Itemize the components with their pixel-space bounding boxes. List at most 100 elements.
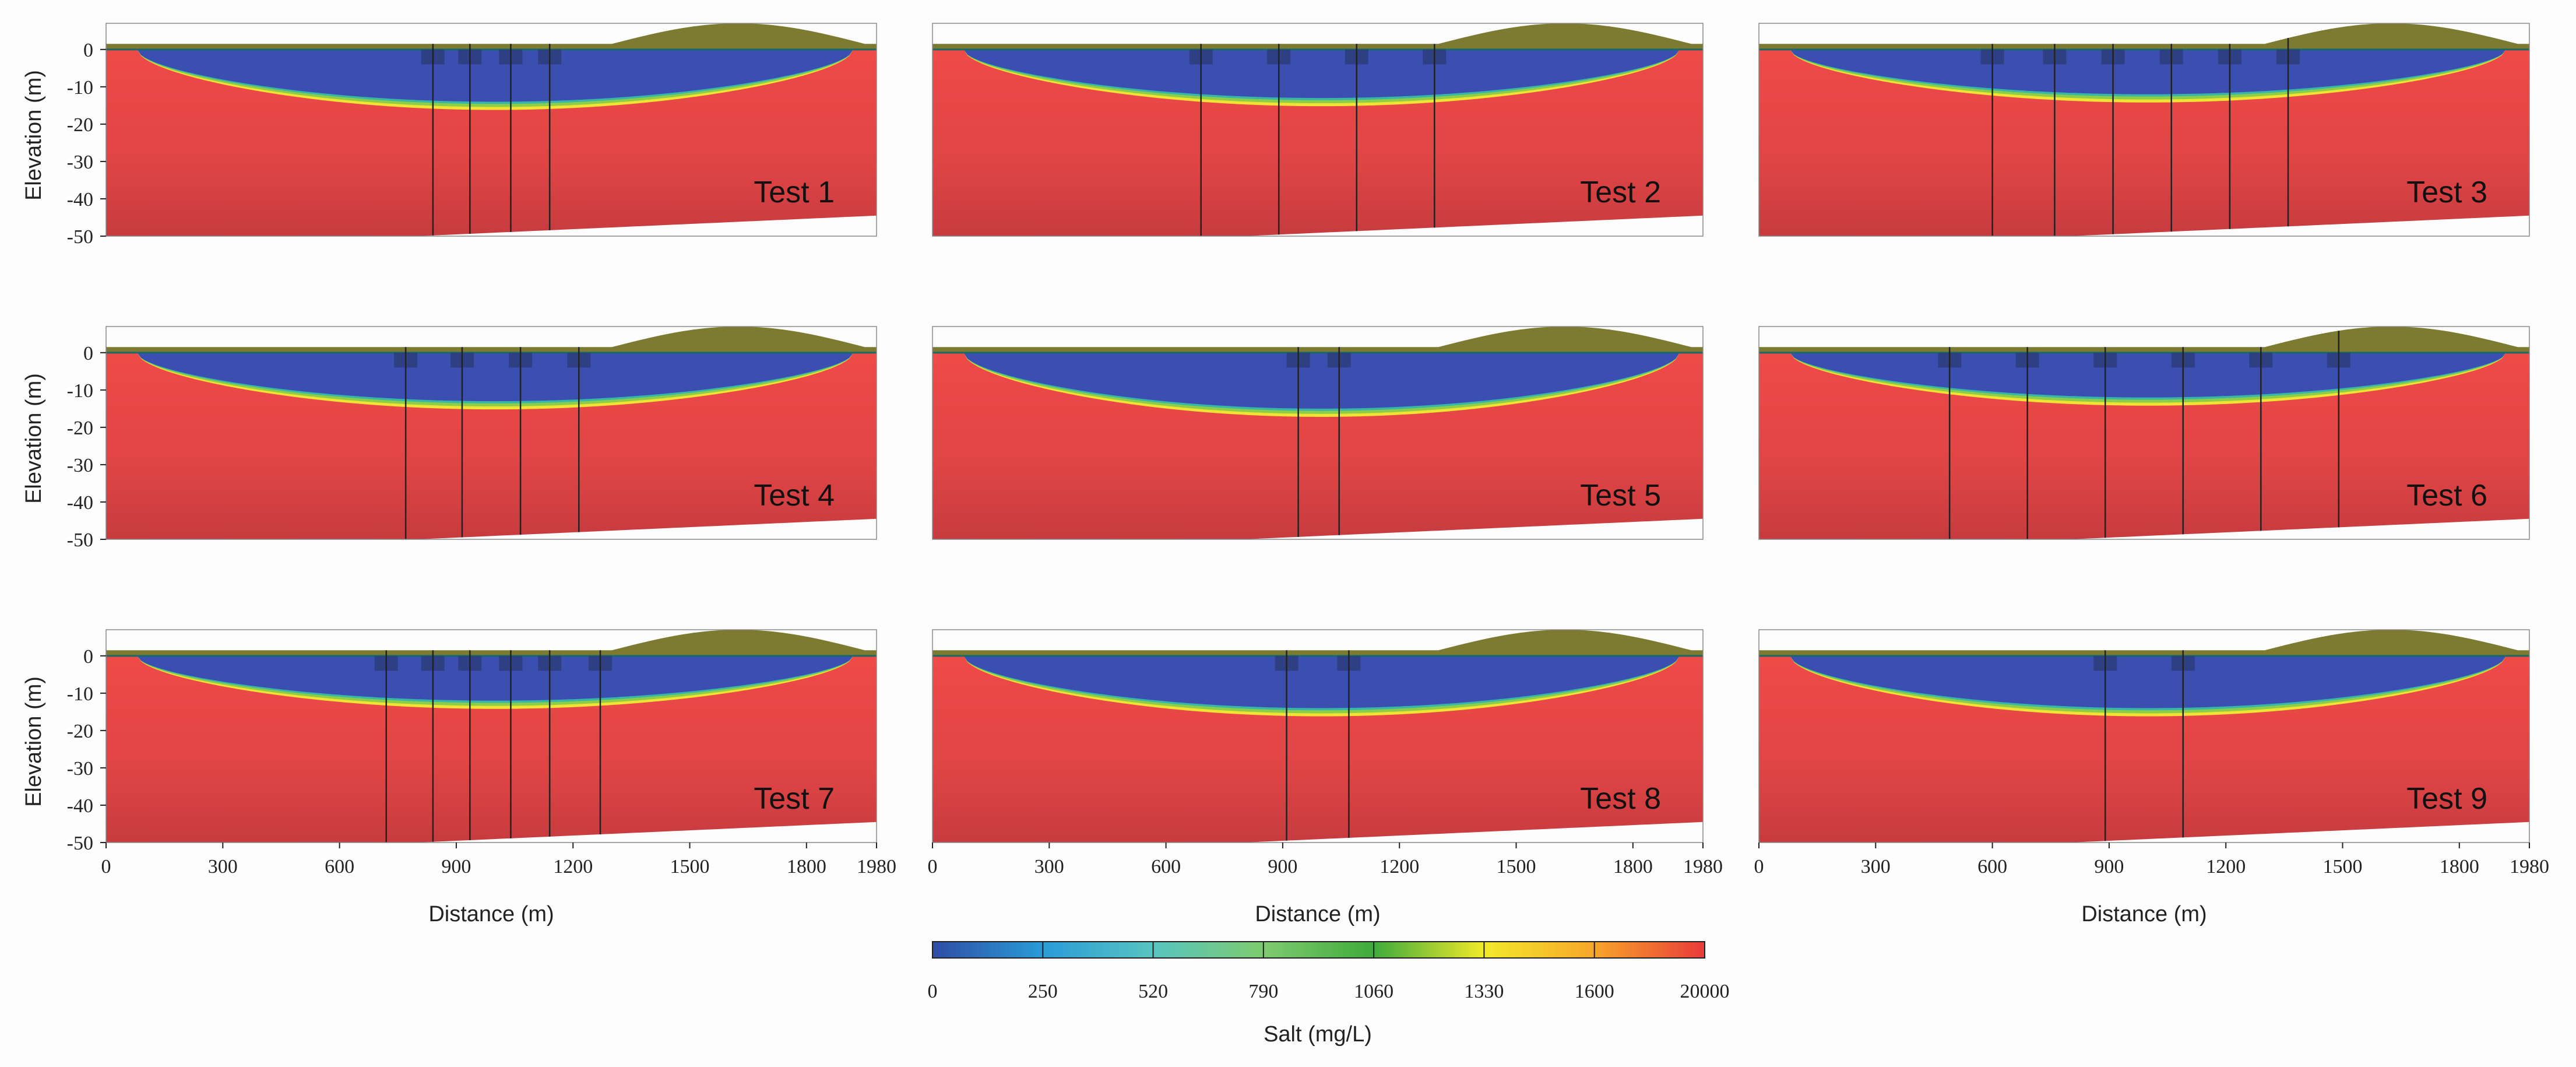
y-tick-label: 0 [83,646,93,668]
panel-test-1: Test 1 0 -10 -20 -30 -40 -50 [67,23,877,248]
x-tick-label: 0 [1754,856,1764,878]
colorbar-label: Salt (mg/L) [1264,1022,1372,1047]
x-tick-label: 1500 [670,856,710,878]
x-tick-label: 600 [325,856,354,878]
y-tick-label: 0 [83,40,93,61]
lens-band-3 [948,352,1688,409]
plot-frame [105,23,877,237]
x-tick-label: 900 [441,856,471,878]
plot-frame [1758,23,2530,237]
x-tick-label: 600 [1977,856,2007,878]
panel-test-5: Test 5 [932,326,1704,540]
panel-title: Test 7 [754,782,835,816]
surface-layer [932,630,1703,656]
y-tick-label: -10 [67,380,93,402]
colorbar-tick-label: 0 [928,981,938,1002]
panel-title: Test 9 [2406,782,2487,816]
surface-layer [932,23,1703,50]
panel-title: Test 8 [1580,782,1661,816]
lens-band-3 [121,655,861,701]
panel-title: Test 6 [2406,479,2487,513]
y-axis-label-row-1: Elevation (m) [22,70,46,201]
y-tick-label: -30 [67,758,93,780]
plot-frame [932,23,1704,237]
saltwater-zone [106,352,877,539]
x-tick-label: 1500 [1497,856,1536,878]
x-tick-label: 1200 [2206,856,2246,878]
lens-band-3 [948,48,1688,99]
x-tick-label: 1500 [2323,856,2363,878]
x-axis-label-col-3: Distance (m) [2081,902,2207,926]
x-tick-label: 1980 [857,856,896,878]
x-tick-label: 900 [1268,856,1297,878]
x-tick-label: 300 [1034,856,1064,878]
y-tick-label: 0 [83,343,93,364]
x-tick-label: 1200 [553,856,593,878]
colorbar-tick-label: 250 [1028,981,1058,1002]
surface-layer [106,327,877,353]
x-tick-label: 1800 [1613,856,1653,878]
colorbar-gradient [932,941,1705,959]
x-tick-label: 1980 [2510,856,2549,878]
x-tick-label: 300 [1861,856,1891,878]
panel-test-4: Test 4 0 -10 -20 -30 -40 -50 [67,326,877,551]
y-tick-label: -50 [67,833,93,854]
colorbar-tick-label: 520 [1138,981,1168,1002]
x-axis-label-col-2: Distance (m) [1255,902,1380,926]
x-tick-label: 1800 [787,856,826,878]
y-axis-label-row-3: Elevation (m) [22,676,46,807]
panel-test-9: Test 9 0 300 600 900 1200 1500 1800 1980 [1754,629,2549,878]
panel-title: Test 2 [1580,176,1661,209]
saltwater-zone [1759,49,2529,237]
panel-test-6: Test 6 [1758,326,2530,540]
y-tick-label: -10 [67,683,93,705]
surface-layer [1759,327,2529,353]
saltwater-zone [106,655,877,843]
plot-frame [1758,326,2530,540]
y-tick-label: -50 [67,529,93,551]
y-tick-label: -50 [67,226,93,248]
plot-frame [932,326,1704,540]
surface-layer [106,630,877,656]
plot-frame [105,629,877,843]
lens-band-3 [1774,655,2514,708]
colorbar-tick-label: 20000 [1680,981,1730,1002]
y-axis-label-row-2: Elevation (m) [22,373,46,504]
panel-title: Test 3 [2406,176,2487,209]
y-tick-label: -30 [67,152,93,173]
surface-layer [1759,23,2529,50]
colorbar-tick-label: 1600 [1575,981,1614,1002]
colorbar: 0 250 520 790 1060 1330 1600 20000 [928,941,1730,1002]
y-tick-label: -20 [67,721,93,742]
x-tick-label: 1200 [1380,856,1419,878]
panel-test-3: Test 3 [1758,23,2530,237]
surface-layer [106,23,877,50]
panel-title: Test 1 [754,176,835,209]
x-tick-label: 600 [1151,856,1181,878]
x-tick-label: 0 [928,856,938,878]
panel-test-2: Test 2 [932,23,1704,237]
y-tick-label: -40 [67,492,93,514]
y-tick-label: -10 [67,77,93,99]
x-tick-label: 1800 [2440,856,2479,878]
lens-band-3 [121,352,861,402]
surface-layer [1759,630,2529,656]
y-tick-label: -20 [67,417,93,439]
x-axis-label-col-1: Distance (m) [428,902,554,926]
saltwater-zone [1759,352,2529,539]
plot-frame [105,326,877,540]
colorbar-tick-label: 1060 [1354,981,1393,1002]
plot-frame [1758,629,2530,843]
x-tick-label: 300 [208,856,238,878]
lens-band-3 [121,48,861,102]
saltwater-zone [932,49,1703,237]
lens-band-3 [948,655,1688,708]
colorbar-tick-label: 1330 [1464,981,1504,1002]
surface-layer [932,327,1703,353]
lens-band-3 [1774,48,2514,94]
y-tick-label: -20 [67,114,93,136]
panel-test-7: Test 7 0 -10 -20 -30 -40 -50 0 300 600 900 1200 1500… [67,629,896,878]
panel-title: Test 4 [754,479,835,513]
panel-title: Test 5 [1580,479,1661,513]
